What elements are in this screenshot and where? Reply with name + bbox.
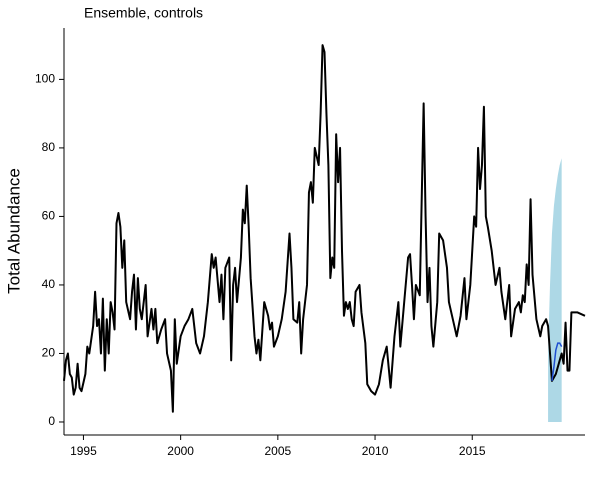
forecast-median <box>551 342 563 381</box>
x-tick-label: 2000 <box>167 444 194 458</box>
y-tick-label: 60 <box>42 209 56 223</box>
y-axis-label: Total Abundance <box>4 168 23 294</box>
y-tick-label: 0 <box>48 414 55 428</box>
x-tick-label: 2010 <box>362 444 389 458</box>
x-tick-label: 2005 <box>264 444 291 458</box>
y-tick-label: 20 <box>42 346 56 360</box>
line <box>63 44 586 413</box>
y-tick-label: 40 <box>42 277 56 291</box>
x-tick-label: 2015 <box>459 444 486 458</box>
y-tick-label: 80 <box>42 140 56 154</box>
y-tick-label: 100 <box>35 72 55 86</box>
chart-title: Ensemble, controls <box>84 5 203 21</box>
forecast-band <box>548 158 562 422</box>
x-tick-label: 1995 <box>70 444 97 458</box>
